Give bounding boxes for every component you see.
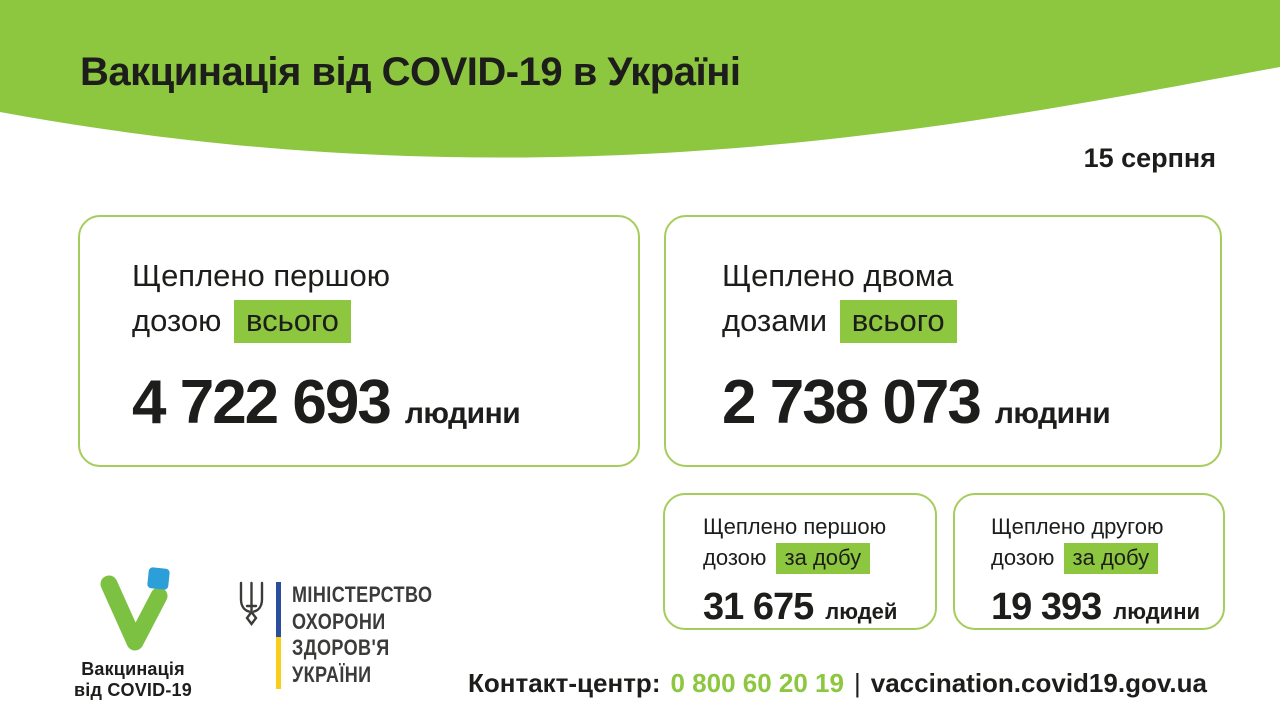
stat-unit: людини [404, 397, 521, 430]
card-label-line1: Щеплено двома [722, 258, 954, 293]
vaccination-logo-line2: від COVID-19 [74, 680, 192, 700]
contact-center-label: Контакт-центр: [468, 668, 661, 698]
stat-unit: людини [1113, 599, 1201, 624]
stat-unit: людей [825, 599, 898, 624]
header-wave-background [0, 0, 1280, 158]
flag-blue-segment [276, 582, 281, 637]
ministry-logo-text: МІНІСТЕРСТВО ОХОРОНИ ЗДОРОВ'Я УКРАЇНИ [292, 582, 432, 688]
trident-icon [239, 581, 264, 626]
ministry-line: ЗДОРОВ'Я [292, 635, 390, 660]
stat-value: 31 675 [703, 586, 814, 628]
stat-unit: людини [994, 397, 1111, 430]
stat-value: 19 393 [991, 586, 1102, 628]
card-label-line2: дозою [991, 545, 1055, 570]
card-label-line2: дозами [722, 303, 828, 338]
stat-value: 2 738 073 [722, 368, 982, 437]
flag-yellow-segment [276, 637, 281, 689]
page-title: Вакцинація від COVID-19 в Україні [80, 50, 741, 94]
vaccination-logo-line1: Вакцинація [81, 659, 185, 679]
card-label-line2: дозою [703, 545, 767, 570]
ministry-line: ОХОРОНИ [292, 608, 386, 634]
card-second-dose-daily: Щеплено другою дозою за добу 19 393 люди… [953, 493, 1225, 630]
card-label: Щеплено двома дозами всього [722, 253, 1220, 343]
card-label-line1: Щеплено другою [991, 514, 1164, 539]
ukraine-flag-bar [276, 582, 281, 689]
card-label: Щеплено першою дозою за добу [703, 511, 935, 574]
contact-phone-number[interactable]: 0 800 60 20 19 [670, 668, 844, 698]
card-first-dose-daily: Щеплено першою дозою за добу 31 675 люде… [663, 493, 937, 630]
contact-website-link[interactable]: vaccination.covid19.gov.ua [870, 668, 1207, 698]
vaccination-check-icon [100, 567, 170, 651]
vaccination-logo-text: Вакцинація від COVID-19 [58, 659, 208, 701]
card-label-line2: дозою [132, 303, 222, 338]
card-first-dose-total: Щеплено першою дозою всього 4 722 693 лю… [78, 215, 640, 467]
card-label-line1: Щеплено першою [703, 514, 887, 539]
card-label-line1: Щеплено першою [132, 258, 391, 293]
ministry-line: УКРАЇНИ [292, 661, 372, 687]
highlight-badge: за добу [775, 543, 871, 574]
report-date: 15 серпня [1083, 143, 1216, 173]
stat-value: 4 722 693 [132, 368, 392, 437]
ministry-line: МІНІСТЕРСТВО [292, 582, 433, 607]
contact-line: Контакт-центр: 0 800 60 20 19 | vaccinat… [468, 668, 1207, 699]
card-label: Щеплено першою дозою всього [132, 253, 638, 343]
card-second-dose-total: Щеплено двома дозами всього 2 738 073 лю… [664, 215, 1222, 467]
highlight-badge: всього [839, 300, 957, 343]
highlight-badge: за добу [1063, 543, 1159, 574]
contact-separator: | [853, 668, 861, 698]
card-label: Щеплено другою дозою за добу [991, 511, 1223, 574]
highlight-badge: всього [233, 300, 351, 343]
